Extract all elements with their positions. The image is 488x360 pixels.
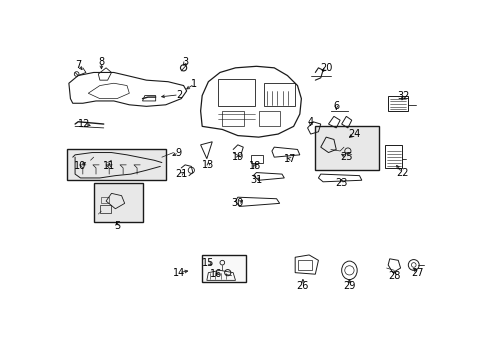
Text: 6: 6: [332, 101, 339, 111]
Text: 29: 29: [343, 281, 355, 291]
Bar: [67, 149, 165, 180]
Text: 14: 14: [172, 268, 184, 278]
Bar: [384, 145, 401, 168]
Text: 19: 19: [231, 152, 244, 162]
Bar: [264, 83, 295, 106]
Bar: [315, 126, 378, 170]
Text: 4: 4: [307, 117, 313, 127]
Text: 13: 13: [202, 160, 214, 170]
Bar: [258, 111, 280, 126]
Bar: [202, 255, 245, 282]
Text: 9: 9: [176, 148, 182, 158]
Text: 8: 8: [98, 58, 104, 67]
Text: 32: 32: [397, 91, 409, 100]
Text: 26: 26: [296, 281, 308, 291]
Bar: [250, 155, 263, 163]
Text: 12: 12: [78, 119, 90, 129]
Text: 7: 7: [75, 60, 81, 70]
Text: 28: 28: [387, 271, 400, 281]
Text: 25: 25: [339, 152, 352, 162]
Bar: [298, 260, 311, 270]
Text: 15: 15: [202, 258, 214, 267]
Text: 23: 23: [335, 178, 347, 188]
Bar: [100, 205, 110, 213]
Text: 17: 17: [283, 154, 295, 164]
Text: 2: 2: [176, 90, 182, 100]
Text: 27: 27: [410, 268, 423, 278]
Text: 1: 1: [191, 79, 197, 89]
Text: 5: 5: [114, 221, 120, 231]
Text: 30: 30: [231, 198, 244, 208]
Text: 16: 16: [209, 269, 222, 279]
Bar: [94, 183, 142, 222]
Bar: [387, 95, 407, 111]
Bar: [217, 80, 254, 106]
Bar: [222, 111, 244, 126]
Bar: [101, 197, 109, 203]
Text: 11: 11: [103, 161, 115, 171]
Text: 10: 10: [74, 161, 86, 171]
Text: 3: 3: [182, 58, 188, 67]
Text: 21: 21: [175, 169, 187, 179]
Text: 20: 20: [319, 63, 332, 73]
Text: 24: 24: [347, 129, 360, 139]
Text: 22: 22: [395, 167, 407, 177]
Text: 18: 18: [248, 161, 261, 171]
Text: 31: 31: [250, 175, 262, 185]
